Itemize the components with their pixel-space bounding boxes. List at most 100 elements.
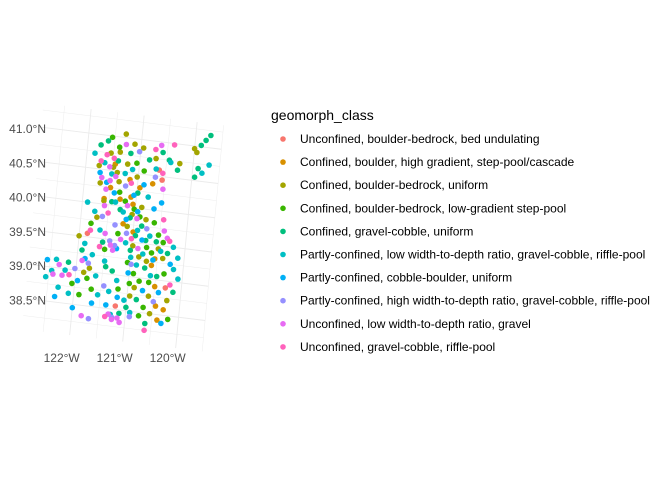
site-point [174,167,181,173]
y-axis-ticks: 41.0°N 40.5°N 40.0°N 39.5°N 39.0°N 38.5°N [9,122,46,307]
site-point [141,327,147,334]
site-point [76,291,82,298]
site-point [65,290,72,297]
site-point [167,261,173,268]
site-point [101,202,108,209]
site-point [152,174,159,180]
site-point [152,303,159,309]
site-point [126,313,133,320]
legend-key [280,274,286,281]
site-point [175,255,181,261]
site-point [160,217,167,223]
site-point [139,204,145,211]
site-point [148,262,155,269]
legend-key [280,297,286,304]
y-tick-label: 40.0°N [9,191,46,205]
site-point [194,149,200,156]
legend-label: Partly-confined, low width-to-depth rati… [300,248,645,262]
site-point [137,185,143,191]
site-point [53,256,60,263]
site-point [96,162,102,169]
site-point [159,255,166,262]
site-point [109,134,116,141]
site-point [128,235,135,242]
site-point [170,244,177,251]
x-tick-label: 121°W [97,351,134,365]
site-point [154,317,160,323]
site-point [130,243,136,249]
site-point [160,307,166,313]
site-point [153,166,159,172]
site-point [120,221,126,227]
site-point [126,280,133,287]
site-point [138,223,145,229]
site-point [69,304,76,311]
legend: geomorph_class Unconfined, boulder-bedro… [271,107,650,354]
site-point [170,289,176,296]
site-point [158,142,165,149]
y-tick-label: 38.5°N [9,293,46,307]
site-point [191,174,198,180]
site-point [102,263,109,270]
legend-label: Partly-confined, high width-to-depth rat… [300,294,650,308]
site-point [105,288,112,295]
x-tick-label: 120°W [150,351,187,365]
site-point [142,320,148,327]
y-tick-label: 40.5°N [9,156,46,170]
meridian-line [69,108,92,336]
site-point [101,313,108,320]
site-point [145,194,151,200]
meridian-line [148,118,171,345]
x-tick-label: 122°W [44,351,81,365]
site-point [96,243,103,250]
site-point [87,227,94,233]
site-point [126,309,133,316]
site-point [130,270,137,277]
site-point [167,282,173,288]
site-point [140,304,146,311]
site-point [42,273,49,280]
site-point [98,158,104,164]
site-point [107,242,114,248]
site-point [117,236,124,243]
site-point [76,233,82,239]
site-point [203,137,209,144]
site-point [127,254,134,261]
site-point [131,284,137,291]
site-point [149,181,156,187]
y-tick-label: 41.0°N [9,122,46,136]
site-point [74,277,81,284]
site-point [159,177,165,183]
site-point [129,166,136,173]
site-point [72,265,78,272]
site-point [88,300,95,306]
site-point [155,289,162,296]
site-point [164,297,170,304]
site-point [104,151,110,158]
site-point [151,283,158,290]
site-point [136,254,142,260]
site-point [112,199,119,205]
site-point [141,265,148,271]
site-point [103,186,109,192]
site-point [109,171,115,177]
parallel-line [37,160,219,184]
site-point [113,173,119,180]
site-point [101,283,107,289]
site-point [134,160,140,166]
site-point [139,237,145,243]
site-point [115,158,122,164]
site-point [79,247,85,253]
y-tick-label: 39.5°N [9,225,46,239]
site-point [88,286,94,293]
site-point [109,247,116,253]
y-tick-label: 39.0°N [9,259,46,273]
site-point [117,149,124,155]
legend-label: Partly-confined, cobble-boulder, uniform [300,271,512,285]
site-point [160,186,166,192]
site-point [134,227,141,234]
site-point [105,210,111,216]
site-point [116,178,122,185]
site-point [150,298,157,305]
legend-label: Confined, boulder-bedrock, low-gradient … [300,201,566,215]
